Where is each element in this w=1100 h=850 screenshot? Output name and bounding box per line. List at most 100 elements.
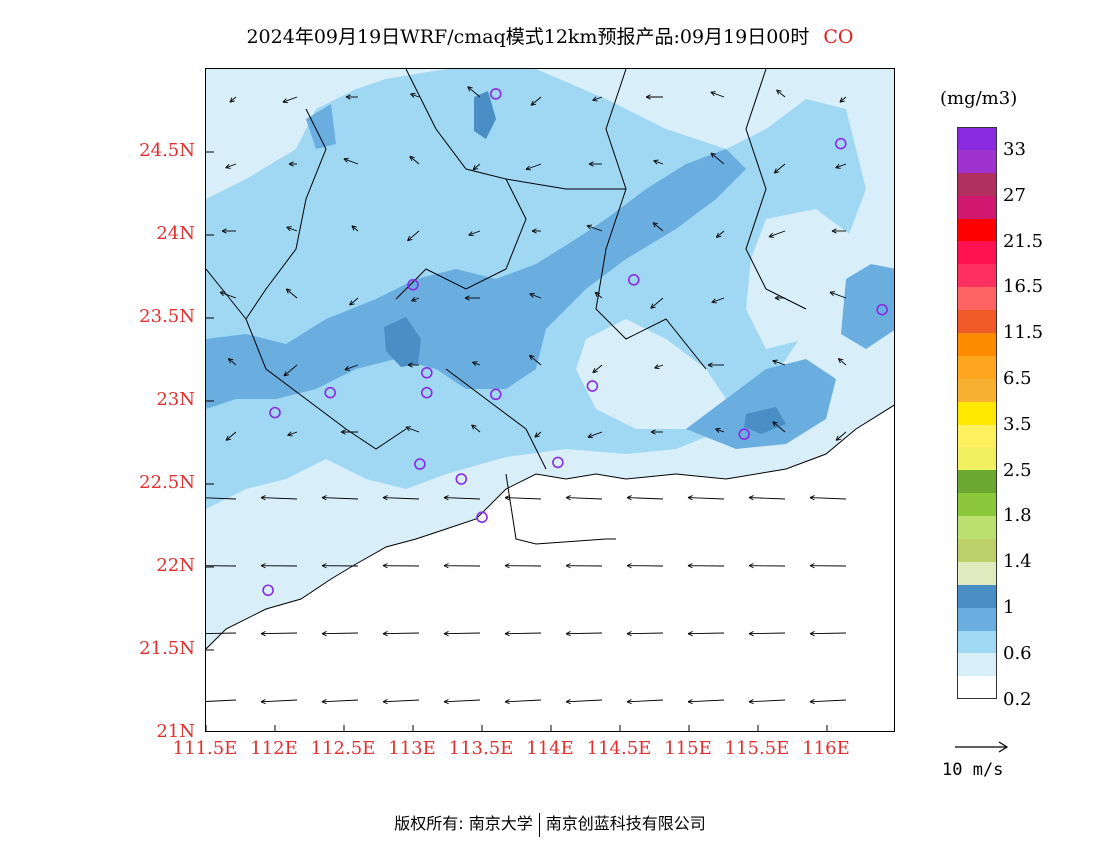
legend-swatch: [957, 539, 997, 562]
wind-arrow: [225, 163, 237, 169]
legend-label: 33: [1003, 138, 1026, 160]
wind-arrow: [772, 359, 786, 366]
y-tick-label: 24.5N: [139, 140, 195, 161]
field-dark-3: [744, 407, 786, 434]
station-marker: [876, 303, 889, 316]
wind-arrow: [345, 94, 358, 100]
footer-left: 版权所有: 南京大学: [394, 814, 533, 833]
wind-arrow: [565, 699, 603, 705]
x-tick-label: 115.5E: [724, 738, 790, 759]
legend-label: 1.4: [1003, 551, 1032, 573]
wind-arrow: [343, 157, 359, 165]
wind-arrow: [809, 563, 847, 569]
wind-arrow: [351, 225, 359, 232]
wind-arrow: [710, 91, 725, 98]
legend-swatch: [957, 333, 997, 356]
wind-arrow: [227, 358, 237, 366]
wind-arrow: [472, 163, 481, 171]
x-tick-label: 115E: [664, 738, 712, 759]
legend-label: 11.5: [1003, 322, 1044, 344]
wind-arrow: [586, 224, 603, 232]
wind-arrow: [260, 699, 298, 705]
wind-arrow: [835, 431, 847, 441]
wind-arrow: [529, 292, 542, 299]
field-mid: [206, 149, 746, 409]
station-marker: [627, 274, 640, 286]
wind-arrow: [530, 96, 542, 106]
wind-arrow: [206, 632, 237, 635]
y-tick-label: 21N: [156, 721, 195, 742]
legend-swatch: [957, 607, 997, 631]
legend-swatch: [957, 287, 997, 311]
station-marker: [455, 473, 468, 485]
wind-arrow: [206, 565, 237, 567]
title-main: 2024年09月19日WRF/cmaq模式12km预报产品:09月19日00时: [246, 26, 810, 48]
field-vlight-patch: [576, 319, 726, 429]
wind-arrow: [768, 230, 786, 238]
station-marker: [421, 366, 433, 379]
wind-arrow: [588, 161, 602, 167]
x-tick-label: 112E: [250, 738, 298, 759]
station-marker: [421, 386, 433, 399]
legend-unit: (mg/m3): [940, 88, 1018, 109]
wind-arrow: [409, 155, 420, 165]
legend-swatch: [957, 195, 997, 219]
wind-arrow: [829, 291, 847, 299]
wind-arrow: [652, 222, 664, 232]
x-tick-label: 113E: [388, 738, 436, 759]
x-tick-label: 112.5E: [310, 738, 376, 759]
wind-arrow: [534, 431, 542, 438]
wind-arrow: [344, 364, 359, 371]
title-species: CO: [823, 26, 854, 48]
wind-arrow: [219, 291, 237, 299]
wind-arrow: [286, 226, 298, 232]
wind-arrow: [748, 563, 786, 569]
field-dark-2: [474, 91, 496, 139]
station-marker: [586, 380, 599, 392]
field-mid-north: [306, 104, 336, 149]
wind-arrow: [707, 362, 724, 368]
wind-arrow: [467, 86, 481, 98]
wind-arrow: [504, 631, 542, 637]
map-title: 2024年09月19日WRF/cmaq模式12km预报产品:09月19日00时 C…: [0, 22, 1100, 49]
wind-arrow: [407, 362, 419, 368]
wind-arrow: [645, 94, 663, 100]
wind-arrow: [748, 699, 786, 705]
sea-area: [206, 405, 894, 731]
wind-arrow: [504, 495, 542, 501]
wind-arrow: [410, 92, 420, 98]
field-vlight-patch-2: [746, 209, 856, 349]
legend-swatch: [957, 264, 997, 288]
wind-arrow: [687, 563, 725, 569]
wind-arrow: [809, 631, 847, 637]
wind-arrow: [411, 296, 420, 302]
legend-swatch: [957, 424, 997, 448]
legend-swatch: [957, 172, 997, 196]
wind-arrow: [774, 295, 785, 301]
legend-swatch: [957, 493, 997, 517]
wind-arrow: [206, 699, 237, 702]
wind-arrow: [382, 699, 420, 705]
wind-arrow: [565, 631, 603, 637]
station-marker: [476, 511, 488, 524]
station-marker: [489, 88, 502, 100]
wind-arrow: [748, 631, 786, 637]
legend-label: 0.6: [1003, 642, 1032, 664]
wind-reference-label: 10 m/s: [942, 760, 1004, 780]
x-tick-label: 114.5E: [586, 738, 652, 759]
y-tick-label: 22.5N: [139, 472, 195, 493]
wind-arrow: [472, 361, 481, 367]
field-dark-1: [384, 317, 421, 367]
legend-label: 1.8: [1003, 505, 1032, 527]
legend-label: 27: [1003, 184, 1026, 206]
wind-arrow: [349, 297, 359, 306]
legend-label: 0.2: [1003, 688, 1032, 710]
y-tick-label: 21.5N: [139, 638, 195, 659]
wind-arrow: [405, 426, 420, 433]
legend-swatch: [957, 653, 997, 677]
y-tick-label: 22N: [156, 555, 195, 576]
wind-arrow: [626, 563, 664, 569]
wind-arrow: [565, 495, 603, 501]
wind-arrow: [776, 89, 786, 98]
wind-arrow: [687, 699, 725, 705]
